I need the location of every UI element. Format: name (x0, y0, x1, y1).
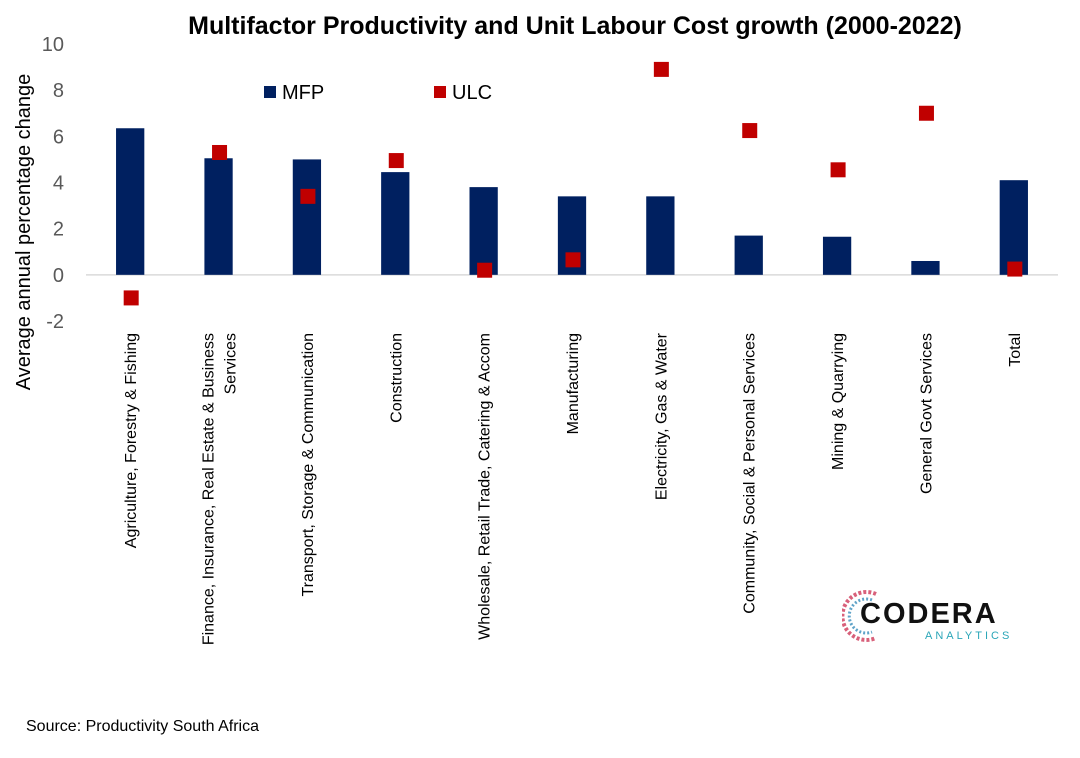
x-tick-label: Total (1007, 333, 1024, 367)
chart-title: Multifactor Productivity and Unit Labour… (188, 12, 962, 40)
x-tick-label: Agriculture, Forestry & Fishing (123, 333, 140, 548)
x-tick-label-group: Total (1007, 333, 1024, 367)
chart-canvas: Average annual percentage change -2 0 2 4 6 8… (13, 34, 1058, 645)
ulc-marker (477, 262, 493, 278)
ulc-marker (300, 188, 316, 204)
x-axis-labels: Agriculture, Forestry & Fishing Finance, … (123, 332, 1024, 645)
ulc-marker (1007, 261, 1023, 277)
mfp-bar (204, 158, 233, 275)
y-tick-label: 6 (53, 126, 64, 148)
ulc-marker (388, 153, 404, 169)
x-tick-label: General Govt Services (918, 333, 935, 494)
mfp-bar (911, 260, 940, 275)
mfp-bar (734, 235, 763, 275)
ulc-marker (212, 144, 228, 160)
logo-mark-icon (842, 590, 877, 642)
x-tick-label-group: General Govt Services (918, 333, 935, 494)
x-tick-label-group: Wholesale, Retail Trade, Catering & Acco… (477, 333, 494, 640)
ulc-marker (123, 290, 139, 306)
x-tick-label: Transport, Storage & Communication (300, 333, 317, 597)
x-tick-label: Electricity, Gas & Water (653, 332, 670, 500)
legend-label: ULC (452, 82, 492, 104)
legend-swatch (264, 86, 276, 98)
ulc-marker (653, 61, 669, 77)
y-tick-label: -2 (46, 311, 64, 333)
ulc-marker (565, 252, 581, 268)
x-tick-label-group: Construction (388, 333, 405, 423)
y-axis-ticks: -2 0 2 4 6 8 10 (42, 34, 64, 333)
legend-swatch (434, 86, 446, 98)
x-tick-label: Community, Social & Personal Services (742, 333, 759, 614)
x-tick-label: Finance, Insurance, Real Estate & Busine… (201, 333, 218, 645)
y-axis-label: Average annual percentage change (13, 74, 35, 391)
y-axis-label-group: Average annual percentage change (13, 74, 35, 391)
y-tick-label: 10 (42, 34, 64, 56)
legend: MFP ULC (264, 82, 492, 104)
ulc-marker (742, 123, 758, 139)
codera-logo: CODERA ANALYTICS (842, 586, 1042, 646)
mfp-bar (999, 180, 1028, 275)
mfp-bar (292, 159, 322, 275)
x-tick-label-group: Community, Social & Personal Services (742, 333, 759, 614)
mfp-bar (469, 187, 498, 275)
x-tick-label-group: Agriculture, Forestry & Fishing (123, 333, 140, 548)
mfp-bars (116, 128, 1028, 275)
y-tick-label: 8 (53, 80, 64, 102)
x-tick-label: Construction (388, 333, 405, 423)
mfp-bar (116, 128, 145, 275)
mfp-bar (381, 172, 410, 275)
y-tick-label: 2 (53, 219, 64, 241)
x-tick-label: Manufacturing (565, 333, 582, 434)
logo-subtitle: ANALYTICS (925, 630, 1013, 642)
x-tick-label-group: Transport, Storage & Communication (300, 333, 317, 597)
x-tick-label: Mining & Quarrying (830, 333, 847, 470)
ulc-marker (830, 162, 846, 178)
x-tick-label: Wholesale, Retail Trade, Catering & Acco… (477, 333, 494, 640)
source-note: Source: Productivity South Africa (26, 718, 259, 735)
x-tick-label-group: Mining & Quarrying (830, 333, 847, 470)
ulc-marker (918, 105, 934, 121)
logo-wordmark: CODERA (860, 598, 998, 630)
ulc-markers (123, 61, 1023, 306)
x-tick-label-group: Manufacturing (565, 333, 582, 434)
mfp-bar (646, 196, 675, 275)
mfp-bar (822, 236, 852, 275)
y-tick-label: 0 (53, 265, 64, 287)
y-tick-label: 4 (53, 173, 64, 195)
x-tick-label-group: Electricity, Gas & Water (653, 332, 670, 500)
x-tick-label: Services (223, 333, 240, 394)
legend-label: MFP (282, 82, 324, 104)
x-tick-label-group: Finance, Insurance, Real Estate & Busine… (201, 333, 240, 645)
